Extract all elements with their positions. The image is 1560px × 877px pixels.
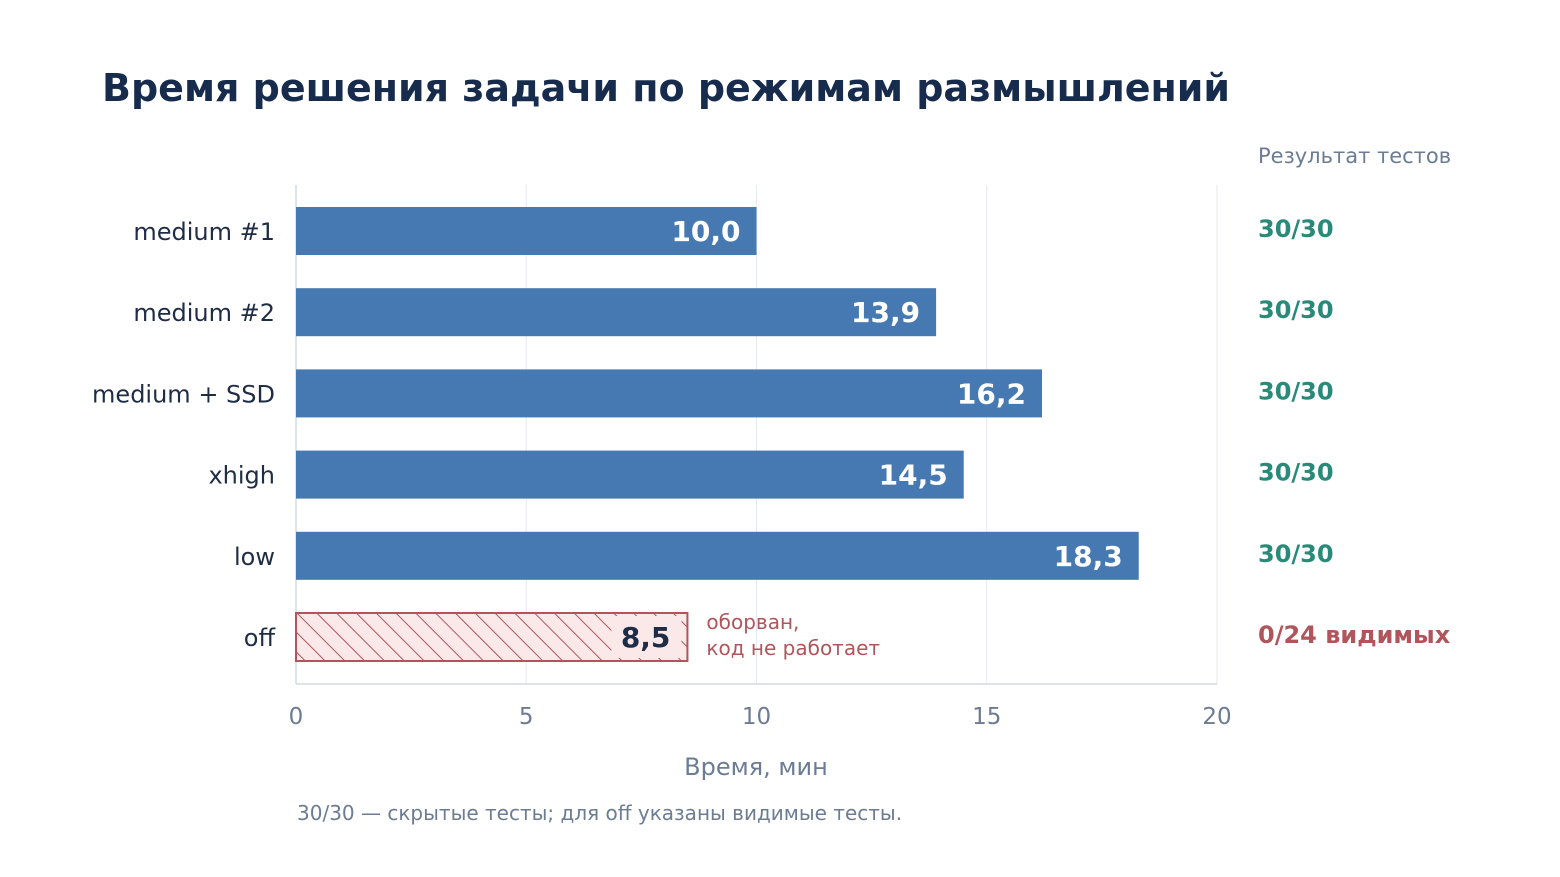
x-tick-label: 15	[972, 704, 1001, 730]
test-result-label: 30/30	[1258, 540, 1334, 568]
chart-title: Время решения задачи по режимам размышле…	[102, 66, 1230, 110]
test-result-label: 30/30	[1258, 296, 1334, 324]
bars: medium #1 10,0 30/30 medium #2 13,9 30/30 medi…	[92, 207, 1451, 662]
test-result-label: 30/30	[1258, 459, 1334, 487]
bar	[296, 207, 757, 255]
category-label: xhigh	[208, 462, 275, 490]
results-header: Результат тестов	[1258, 144, 1451, 168]
bar	[296, 531, 1139, 580]
bar	[296, 450, 964, 499]
bar-value-label: 8,5	[621, 621, 671, 654]
test-result-label: 0/24 видимых	[1258, 621, 1451, 649]
category-label: medium + SSD	[92, 380, 275, 408]
bar-note: оборван,	[706, 610, 799, 634]
category-label: medium #1	[133, 218, 275, 246]
category-label: low	[234, 543, 275, 571]
x-tick-label: 20	[1202, 704, 1231, 730]
bar-value-label: 14,5	[879, 459, 948, 492]
category-label: medium #2	[133, 299, 275, 327]
footnote: 30/30 — скрытые тесты; для off указаны в…	[297, 801, 902, 825]
bar	[296, 288, 937, 337]
x-tick-label: 10	[742, 704, 771, 730]
bar-value-label: 16,2	[957, 377, 1026, 410]
bar-note: код не работает	[706, 636, 880, 660]
bar-value-label: 13,9	[851, 296, 920, 329]
bar	[296, 369, 1043, 418]
grid	[295, 185, 1218, 685]
x-tick-label: 5	[519, 704, 534, 730]
test-result-label: 30/30	[1258, 215, 1334, 243]
bar-value-backdrop	[611, 616, 682, 658]
bar-value-label: 18,3	[1054, 540, 1123, 573]
x-axis: 0 5 10 15 20	[289, 704, 1232, 730]
category-label: off	[244, 624, 276, 652]
x-axis-title: Время, мин	[684, 753, 828, 781]
test-result-label: 30/30	[1258, 377, 1334, 405]
x-tick-label: 0	[289, 704, 304, 730]
bar-value-label: 10,0	[671, 215, 740, 248]
